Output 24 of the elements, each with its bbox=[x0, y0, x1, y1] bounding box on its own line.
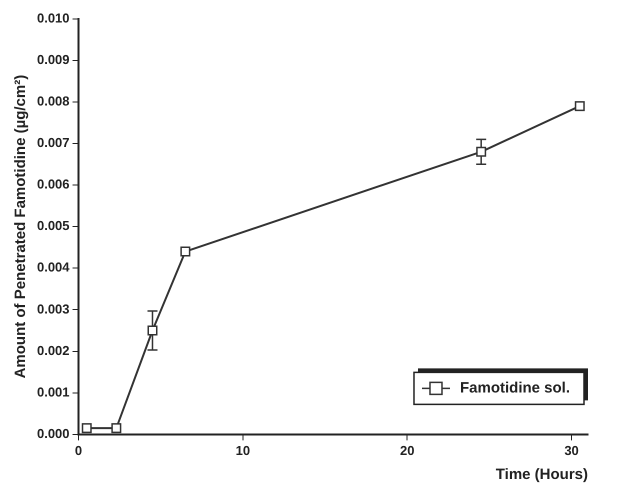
y-tick-label: 0.008 bbox=[36, 94, 70, 108]
y-tick-label: 0.006 bbox=[36, 176, 70, 192]
x-tick-label: 10 bbox=[236, 442, 250, 458]
y-tick-label: 0.010 bbox=[36, 10, 70, 26]
point bbox=[147, 326, 158, 336]
y-axis-title: Amount of Penetrated Famotidine (µg/cm²) bbox=[12, 74, 30, 378]
y-tick-label: 0.002 bbox=[36, 342, 70, 358]
y-tick-label: 0.009 bbox=[36, 52, 70, 67]
x-tick-label: 20 bbox=[400, 442, 414, 458]
point bbox=[180, 246, 190, 257]
x-axis-title: Time (Hours) bbox=[496, 466, 588, 484]
y-tick-label: 0.000 bbox=[36, 426, 70, 441]
legend-label: Famotidine sol. bbox=[460, 380, 570, 397]
x-tick-label: 0 bbox=[74, 442, 82, 458]
y-tick-label: 0.005 bbox=[36, 218, 70, 234]
y-tick-label: 0.001 bbox=[36, 384, 70, 400]
point bbox=[111, 423, 122, 434]
y-tick-label: 0.004 bbox=[36, 260, 70, 275]
point bbox=[476, 146, 486, 157]
point bbox=[574, 101, 585, 112]
x-tick-label: 30 bbox=[564, 442, 579, 458]
y-tick-label: 0.003 bbox=[36, 301, 70, 316]
point bbox=[82, 423, 92, 434]
y-tick-label: 0.007 bbox=[36, 135, 70, 150]
